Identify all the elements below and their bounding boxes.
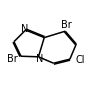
Text: N: N [20,24,28,34]
Text: Cl: Cl [75,55,85,65]
Text: N: N [36,54,44,64]
Text: Br: Br [61,20,72,30]
Text: Br: Br [7,54,18,65]
